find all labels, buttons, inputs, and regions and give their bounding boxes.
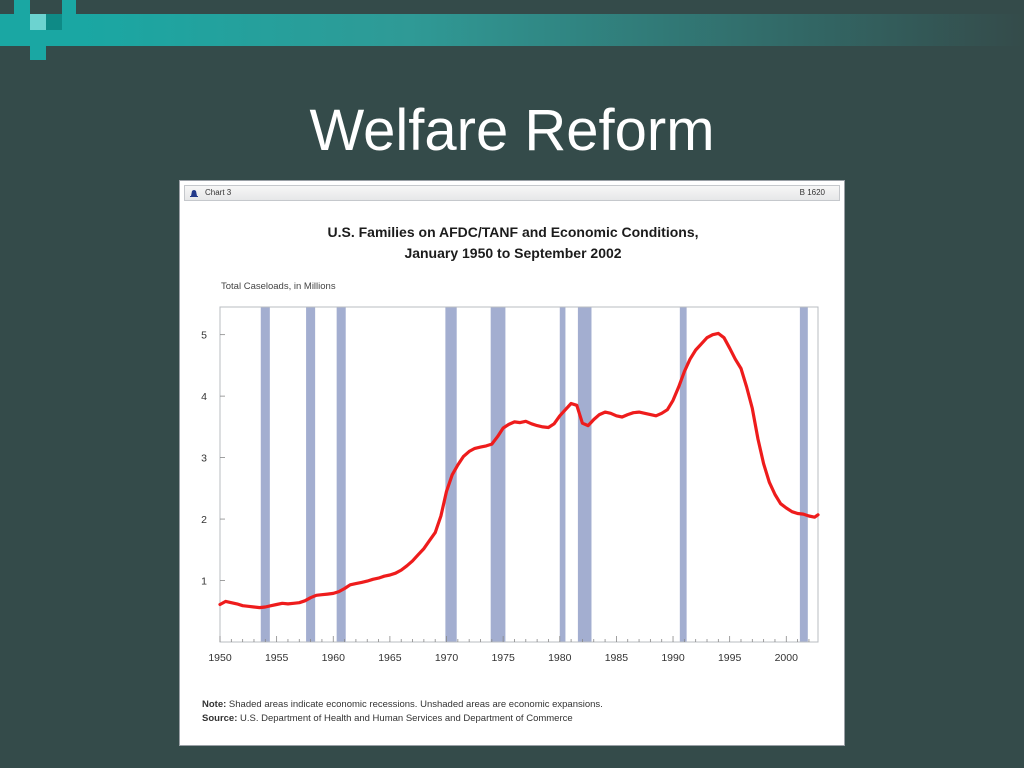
x-tick-label: 1985: [605, 652, 629, 664]
caseload-line: [218, 331, 820, 610]
chart-panel-header: Chart 3 B 1620: [184, 185, 840, 201]
y-tick-label: 4: [201, 391, 207, 403]
chart-panel-id: B 1620: [799, 188, 825, 197]
slide-title: Welfare Reform: [309, 98, 715, 163]
y-tick-label: 1: [201, 576, 207, 588]
chart-panel-label: Chart 3: [205, 188, 232, 197]
y-tick-label: 3: [201, 453, 207, 465]
source-text: U.S. Department of Health and Human Serv…: [240, 713, 573, 724]
decor-square: [30, 14, 46, 30]
recession-band: [799, 307, 808, 642]
plot-frame: [219, 306, 819, 643]
recession-band: [336, 307, 346, 642]
chart-title-line2: January 1950 to September 2002: [404, 245, 622, 261]
decor-square: [30, 46, 46, 60]
decor-square: [62, 0, 76, 14]
note-label: Note:: [202, 699, 227, 710]
decor-square: [46, 14, 62, 30]
title-decoration-bar: [0, 14, 1024, 46]
recession-band: [306, 307, 316, 642]
x-tick-label: 2000: [775, 652, 799, 664]
x-tick-label: 1950: [208, 652, 232, 664]
bell-icon: [190, 190, 198, 197]
source-label: Source:: [202, 713, 238, 724]
y-tick-label: 5: [201, 330, 207, 342]
chart-panel: Chart 3 B 1620 U.S. Families on AFDC/TAN…: [179, 180, 845, 746]
x-tick-label: 1980: [548, 652, 572, 664]
x-tick-label: 1955: [265, 652, 289, 664]
chart-title-line1: U.S. Families on AFDC/TANF and Economic …: [327, 224, 699, 240]
chart-source: Source: U.S. Department of Health and Hu…: [202, 713, 573, 724]
recession-band: [490, 307, 506, 642]
x-tick-label: 1970: [435, 652, 459, 664]
x-tick-label: 1995: [718, 652, 742, 664]
decor-square: [14, 0, 30, 14]
x-tick-label: 1990: [661, 652, 685, 664]
chart-note: Note: Shaded areas indicate economic rec…: [202, 699, 603, 710]
note-text: Shaded areas indicate economic recession…: [228, 699, 603, 710]
x-tick-label: 1965: [378, 652, 402, 664]
recession-band: [260, 307, 270, 642]
line-chart: 1950 1955 1960 1965 1970 1975 1980 1985 1990 1995…: [201, 306, 820, 664]
x-tick-label: 1960: [322, 652, 346, 664]
recession-band: [577, 307, 592, 642]
recession-band: [559, 307, 566, 642]
recession-band: [679, 307, 687, 642]
y-tick-label: 2: [201, 514, 207, 526]
y-axis-label: Total Caseloads, in Millions: [221, 281, 336, 292]
x-tick-label: 1975: [491, 652, 515, 664]
decor-square: [0, 30, 14, 46]
